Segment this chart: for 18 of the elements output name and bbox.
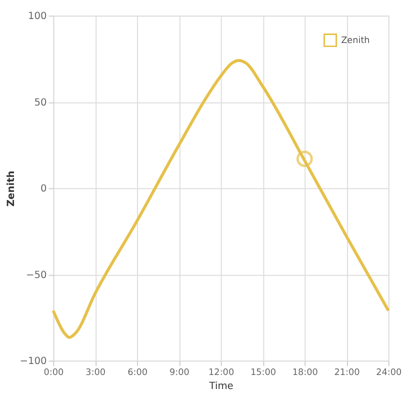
y-tick-label: −100	[20, 356, 47, 368]
x-tick-label: 24:00	[376, 368, 402, 378]
y-tick-label: 50	[34, 97, 47, 108]
x-tick-label: 9:00	[169, 368, 190, 378]
x-tick-label: 0:00	[44, 368, 64, 378]
y-tick-label: −50	[26, 270, 47, 281]
x-tick-label: 6:00	[128, 368, 148, 378]
x-tick-label: 12:00	[208, 368, 234, 378]
y-tick-label: 0	[40, 184, 47, 195]
y-axis-title: Zenith	[6, 170, 17, 207]
x-axis-title: Time	[208, 380, 234, 392]
x-tick-label: 21:00	[334, 368, 360, 378]
x-tick-label: 18:00	[292, 368, 318, 378]
x-tick-label: 3:00	[86, 368, 106, 378]
y-tick-label: 100	[28, 11, 47, 22]
x-tick-label: 15:00	[250, 368, 276, 378]
legend-label: Zenith	[341, 36, 370, 46]
line-series	[52, 59, 390, 339]
